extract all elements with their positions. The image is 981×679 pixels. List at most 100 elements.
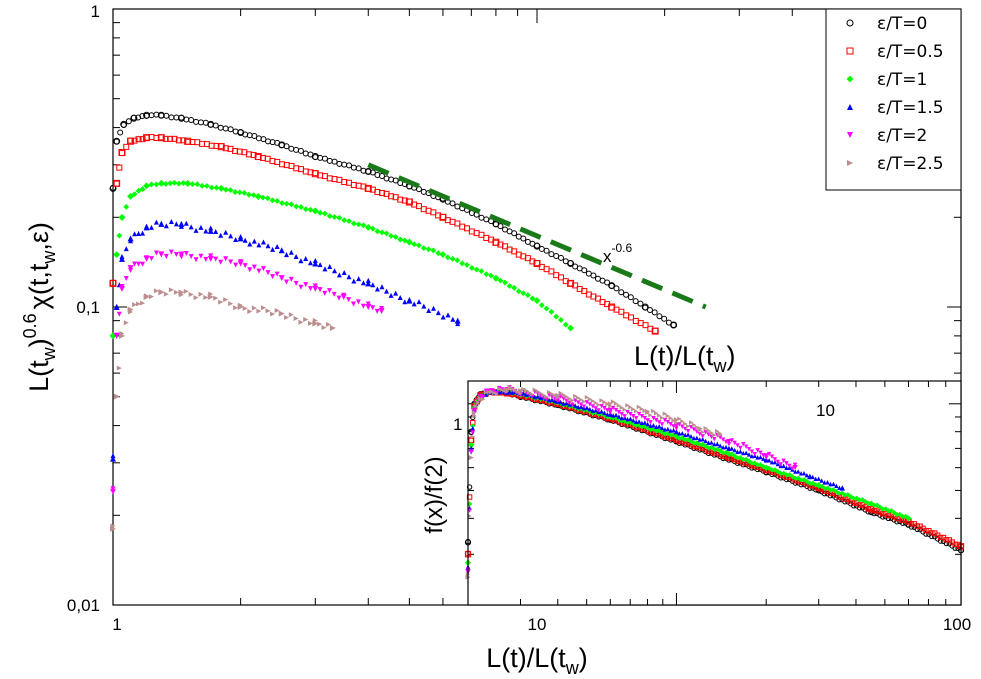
inset-data-point-fill bbox=[596, 408, 601, 413]
inset-data-point-fill bbox=[470, 434, 475, 439]
data-point-fill bbox=[223, 256, 229, 262]
data-point-fill bbox=[251, 305, 257, 311]
data-point-fill bbox=[148, 294, 154, 300]
inset-data-point-fill bbox=[610, 399, 616, 404]
data-point-fill bbox=[411, 241, 418, 248]
data-point-fill bbox=[139, 136, 146, 143]
data-point-fill bbox=[293, 315, 299, 321]
data-point-fill bbox=[136, 301, 142, 307]
inset-data-point-fill bbox=[633, 409, 639, 414]
data-point-fill bbox=[515, 288, 522, 295]
inset-data-point-fill bbox=[575, 395, 581, 401]
inset-data-point-fill bbox=[801, 471, 807, 476]
data-point-fill bbox=[130, 114, 137, 121]
data-point-fill bbox=[218, 232, 224, 238]
data-point-fill bbox=[406, 238, 413, 245]
data-point-fill bbox=[370, 305, 376, 311]
series-3 bbox=[110, 219, 461, 462]
data-point-fill bbox=[217, 124, 224, 131]
data-point-fill bbox=[153, 288, 159, 294]
data-point-fill bbox=[238, 302, 244, 308]
data-point-fill bbox=[264, 195, 271, 202]
inset-data-point-fill bbox=[587, 396, 593, 402]
inset-data-point-fill bbox=[772, 457, 778, 462]
inset-data-point-fill bbox=[717, 448, 723, 454]
inset-data-point-fill bbox=[764, 455, 769, 461]
data-point-fill bbox=[136, 261, 142, 267]
data-point-fill bbox=[110, 279, 116, 286]
inset-data-point-fill bbox=[584, 400, 590, 405]
inset-data-point-fill bbox=[515, 389, 520, 395]
data-point-fill bbox=[233, 236, 239, 242]
inset-data-point-fill bbox=[510, 386, 515, 391]
data-point-fill bbox=[110, 486, 116, 492]
data-point-fill bbox=[218, 299, 224, 305]
data-point-fill bbox=[284, 279, 290, 285]
data-point-fill bbox=[136, 230, 142, 236]
inset-data-point-fill bbox=[908, 524, 915, 530]
data-point-fill bbox=[110, 523, 116, 529]
inset-data-point-fill bbox=[746, 452, 752, 457]
inset-data-point-fill bbox=[642, 416, 647, 421]
data-point-fill bbox=[256, 268, 262, 274]
data-point-fill bbox=[420, 245, 427, 252]
data-point-fill bbox=[198, 291, 204, 297]
inset-data-point-fill bbox=[491, 390, 497, 396]
data-point-fill bbox=[341, 161, 348, 168]
data-point-fill bbox=[435, 250, 442, 256]
inset-data-point-fill bbox=[636, 404, 642, 410]
data-point-fill bbox=[140, 230, 146, 236]
inset-data-point-fill bbox=[840, 485, 845, 490]
data-point-fill bbox=[401, 237, 408, 244]
inset-data-point-fill bbox=[816, 476, 821, 481]
inset-data-point-fill bbox=[673, 433, 680, 440]
data-point-fill bbox=[110, 453, 116, 459]
inset-data-point-fill bbox=[688, 434, 694, 439]
inset-data-point-fill bbox=[476, 400, 481, 406]
inset-data-point-fill bbox=[717, 443, 723, 448]
inset-data-point-fill bbox=[555, 398, 560, 404]
inset-data-point-fill bbox=[755, 448, 760, 453]
data-point-fill bbox=[464, 225, 471, 232]
data-point-fill bbox=[163, 253, 169, 259]
inset-data-point-fill bbox=[584, 395, 590, 400]
data-point-fill bbox=[327, 263, 333, 269]
inset-data-point-fill bbox=[813, 476, 818, 482]
data-point-fill bbox=[119, 284, 125, 290]
data-point-fill bbox=[331, 158, 338, 165]
inset-data-point-fill bbox=[625, 409, 630, 415]
data-point-fill bbox=[163, 291, 169, 297]
inset-data-point-fill bbox=[659, 415, 665, 420]
inset-data-point-fill bbox=[590, 404, 595, 409]
inset-data-point-fill bbox=[581, 404, 587, 409]
inset-data-point-fill bbox=[871, 507, 877, 514]
data-point-fill bbox=[118, 150, 125, 157]
data-point-fill bbox=[158, 220, 164, 226]
data-point-fill bbox=[450, 316, 456, 322]
inset-data-point-fill bbox=[790, 466, 795, 471]
inset-data-point-fill bbox=[651, 408, 656, 414]
inset-data-point-fill bbox=[712, 441, 717, 447]
data-point-fill bbox=[557, 254, 564, 261]
data-point-fill bbox=[265, 270, 271, 276]
data-point-fill bbox=[208, 253, 214, 259]
inset-data-point-fill bbox=[798, 471, 804, 476]
inset-data-point-fill bbox=[504, 389, 510, 394]
data-point-fill bbox=[374, 286, 380, 292]
inset-data-point-fill bbox=[937, 534, 944, 541]
data-point-fill bbox=[322, 266, 328, 272]
data-point-fill bbox=[369, 169, 376, 176]
data-point-fill bbox=[255, 194, 262, 200]
data-point-fill bbox=[497, 223, 504, 230]
data-point-fill bbox=[260, 194, 266, 201]
data-point-fill bbox=[623, 291, 630, 298]
main-x-tick-labels: 1 10 100 bbox=[112, 615, 971, 634]
data-point-fill bbox=[652, 327, 659, 334]
data-point-fill bbox=[188, 224, 194, 230]
data-point-fill bbox=[203, 256, 209, 262]
inset-data-point-fill bbox=[831, 481, 836, 487]
data-point-fill bbox=[110, 184, 116, 191]
data-point-fill bbox=[502, 279, 508, 286]
data-point-fill bbox=[274, 271, 280, 277]
data-point-fill bbox=[178, 254, 184, 260]
